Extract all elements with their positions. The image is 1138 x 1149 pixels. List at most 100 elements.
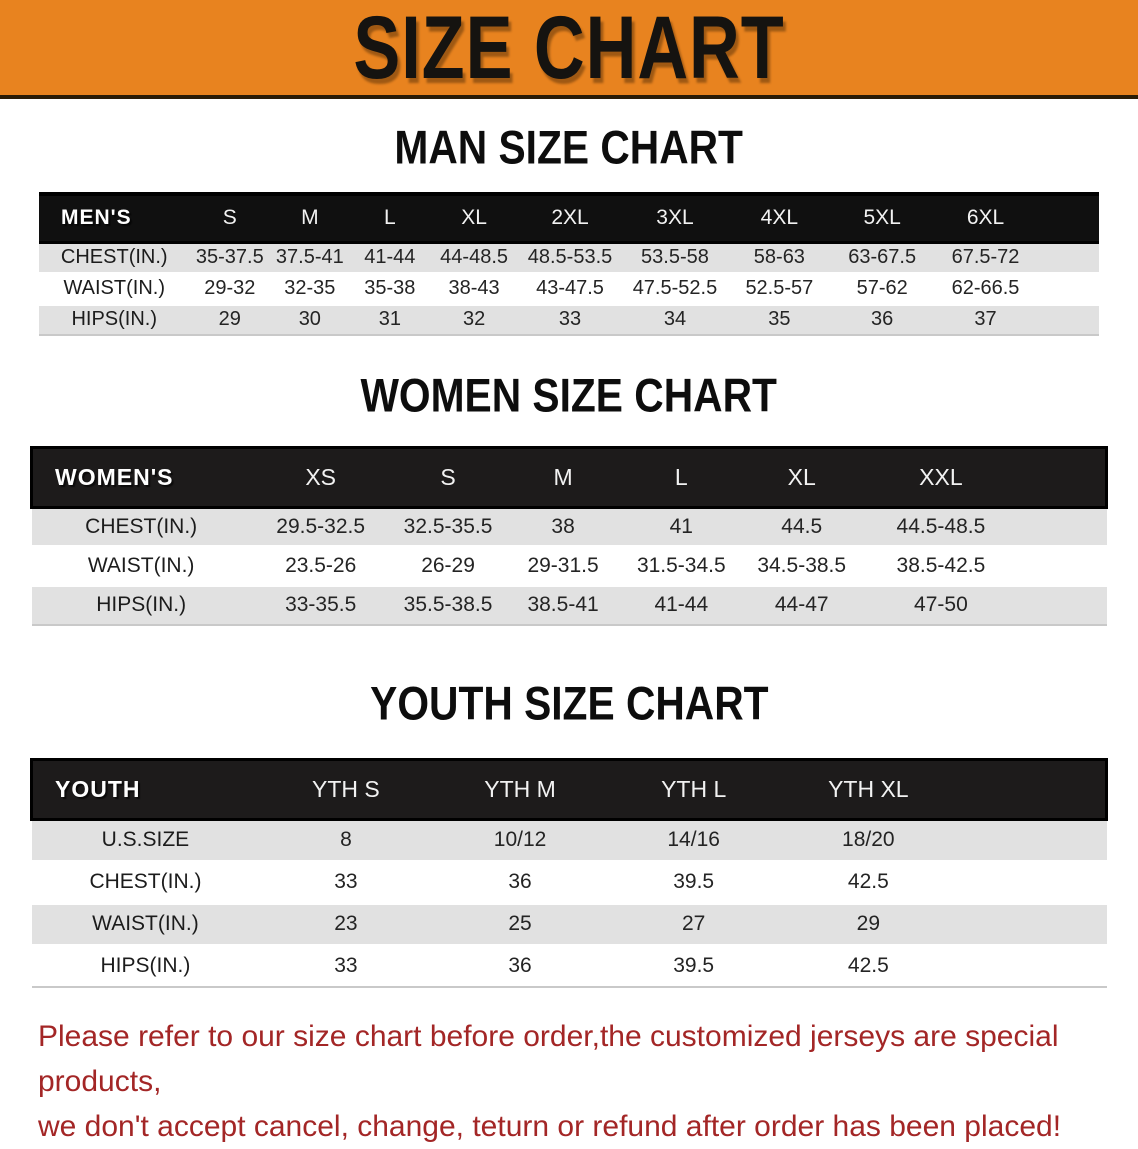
size-value-cell: 44.5 bbox=[742, 507, 862, 548]
spacer-cell bbox=[1037, 304, 1099, 336]
size-value-cell: 47.5-52.5 bbox=[621, 273, 728, 306]
size-col-header: S bbox=[189, 192, 271, 244]
spacer-cell bbox=[1037, 273, 1099, 306]
top-banner: SIZE CHART bbox=[0, 0, 1138, 99]
size-col-header: XL bbox=[742, 446, 862, 509]
banner-title: SIZE CHART bbox=[353, 0, 785, 98]
size-col-header: S bbox=[390, 446, 506, 509]
row-label: HIPS(IN.) bbox=[31, 945, 260, 988]
size-value-cell: 29.5-32.5 bbox=[250, 507, 391, 548]
size-col-header: 6XL bbox=[933, 192, 1038, 244]
row-label: WAIST(IN.) bbox=[31, 903, 260, 947]
women-chart-heading: WOMEN SIZE CHART bbox=[0, 369, 1138, 422]
size-value-cell: 34 bbox=[621, 304, 728, 336]
size-value-cell: 37.5-41 bbox=[270, 242, 350, 275]
size-value-cell: 26-29 bbox=[390, 546, 506, 587]
spacer-cell bbox=[957, 757, 1109, 821]
row-label: CHEST(IN.) bbox=[39, 242, 190, 275]
size-value-cell: 32.5-35.5 bbox=[390, 507, 506, 548]
size-value-cell: 23 bbox=[259, 903, 433, 947]
size-value-cell: 44.5-48.5 bbox=[861, 507, 1021, 548]
size-value-cell: 52.5-57 bbox=[727, 273, 831, 306]
hips-row: HIPS(IN.) 33-35.5 35.5-38.5 38.5-41 41-4… bbox=[31, 585, 1107, 626]
size-col-header: YTH L bbox=[607, 757, 780, 821]
size-col-header: M bbox=[505, 446, 621, 509]
men-header-row: MEN'S S M L XL 2XL 3XL 4XL 5XL 6XL bbox=[39, 192, 1099, 244]
size-value-cell: 35.5-38.5 bbox=[390, 585, 506, 626]
size-col-header: L bbox=[620, 446, 743, 509]
size-value-cell: 35-38 bbox=[349, 273, 431, 306]
size-value-cell: 33 bbox=[518, 304, 622, 336]
size-value-cell: 29 bbox=[189, 304, 271, 336]
size-value-cell: 39.5 bbox=[607, 861, 780, 905]
size-col-header: 2XL bbox=[518, 192, 622, 244]
size-col-header: YTH M bbox=[432, 757, 608, 821]
youth-size-table: YOUTH YTH S YTH M YTH L YTH XL U.S.SIZE … bbox=[30, 757, 1109, 988]
size-value-cell: 38.5-42.5 bbox=[861, 546, 1021, 587]
chest-row: CHEST(IN.) 35-37.5 37.5-41 41-44 44-48.5… bbox=[39, 242, 1099, 275]
size-col-header: XS bbox=[250, 446, 391, 509]
size-value-cell: 48.5-53.5 bbox=[518, 242, 622, 275]
size-value-cell: 42.5 bbox=[779, 861, 958, 905]
size-value-cell: 42.5 bbox=[779, 945, 958, 988]
size-value-cell: 14/16 bbox=[607, 819, 780, 863]
size-value-cell: 25 bbox=[432, 903, 608, 947]
size-value-cell: 8 bbox=[259, 819, 433, 863]
size-value-cell: 29 bbox=[779, 903, 958, 947]
women-size-table: WOMEN'S XS S M L XL XXL CHEST(IN.) 29.5-… bbox=[29, 446, 1109, 626]
size-value-cell: 36 bbox=[432, 945, 608, 988]
size-value-cell: 41 bbox=[620, 507, 743, 548]
size-col-header: 4XL bbox=[727, 192, 831, 244]
size-value-cell: 41-44 bbox=[349, 242, 431, 275]
size-col-header: YTH S bbox=[259, 757, 433, 821]
size-value-cell: 34.5-38.5 bbox=[742, 546, 862, 587]
women-header-row: WOMEN'S XS S M L XL XXL bbox=[29, 446, 1109, 509]
row-label: WAIST(IN.) bbox=[39, 273, 190, 306]
size-value-cell: 63-67.5 bbox=[830, 242, 934, 275]
size-value-cell: 32-35 bbox=[270, 273, 350, 306]
size-value-cell: 29-31.5 bbox=[505, 546, 621, 587]
size-value-cell: 36 bbox=[830, 304, 934, 336]
size-value-cell: 38 bbox=[505, 507, 621, 548]
size-col-header: 5XL bbox=[830, 192, 934, 244]
waist-row: WAIST(IN.) 23.5-26 26-29 29-31.5 31.5-34… bbox=[31, 546, 1107, 587]
women-chart-heading-text: WOMEN SIZE CHART bbox=[360, 369, 778, 422]
row-label: HIPS(IN.) bbox=[31, 585, 251, 626]
spacer-cell bbox=[957, 861, 1107, 905]
youth-header-row: YOUTH YTH S YTH M YTH L YTH XL bbox=[30, 757, 1109, 821]
row-label: U.S.SIZE bbox=[31, 819, 260, 863]
size-value-cell: 35 bbox=[727, 304, 831, 336]
spacer-cell bbox=[957, 903, 1107, 947]
size-value-cell: 18/20 bbox=[779, 819, 958, 863]
size-value-cell: 33 bbox=[259, 861, 433, 905]
spacer-cell bbox=[1020, 446, 1109, 509]
size-value-cell: 47-50 bbox=[861, 585, 1021, 626]
spacer-cell bbox=[957, 945, 1107, 988]
men-size-table: MEN'S S M L XL 2XL 3XL 4XL 5XL 6XL CHEST… bbox=[39, 192, 1099, 336]
size-col-header: L bbox=[349, 192, 431, 244]
men-chart-heading: MAN SIZE CHART bbox=[0, 121, 1138, 174]
waist-row: WAIST(IN.) 29-32 32-35 35-38 38-43 43-47… bbox=[39, 273, 1099, 306]
size-value-cell: 23.5-26 bbox=[250, 546, 391, 587]
youth-group-label: YOUTH bbox=[30, 757, 260, 821]
men-chart-heading-text: MAN SIZE CHART bbox=[394, 121, 744, 174]
row-label: CHEST(IN.) bbox=[31, 861, 260, 905]
women-group-label: WOMEN'S bbox=[29, 446, 251, 509]
size-value-cell: 29-32 bbox=[189, 273, 271, 306]
size-value-cell: 53.5-58 bbox=[621, 242, 728, 275]
size-value-cell: 57-62 bbox=[830, 273, 934, 306]
disclaimer-line-1: Please refer to our size chart before or… bbox=[38, 1020, 1059, 1098]
spacer-cell bbox=[1037, 192, 1099, 244]
hips-row: HIPS(IN.) 33 36 39.5 42.5 bbox=[31, 945, 1107, 988]
size-value-cell: 30 bbox=[270, 304, 350, 336]
youth-chart-heading: YOUTH SIZE CHART bbox=[0, 677, 1138, 730]
spacer-cell bbox=[1037, 242, 1099, 275]
row-label: WAIST(IN.) bbox=[31, 546, 251, 587]
waist-row: WAIST(IN.) 23 25 27 29 bbox=[31, 903, 1107, 947]
size-value-cell: 35-37.5 bbox=[189, 242, 271, 275]
size-value-cell: 27 bbox=[607, 903, 780, 947]
size-value-cell: 39.5 bbox=[607, 945, 780, 988]
disclaimer-line-2: we don't accept cancel, change, teturn o… bbox=[38, 1110, 1062, 1143]
spacer-cell bbox=[957, 819, 1107, 863]
